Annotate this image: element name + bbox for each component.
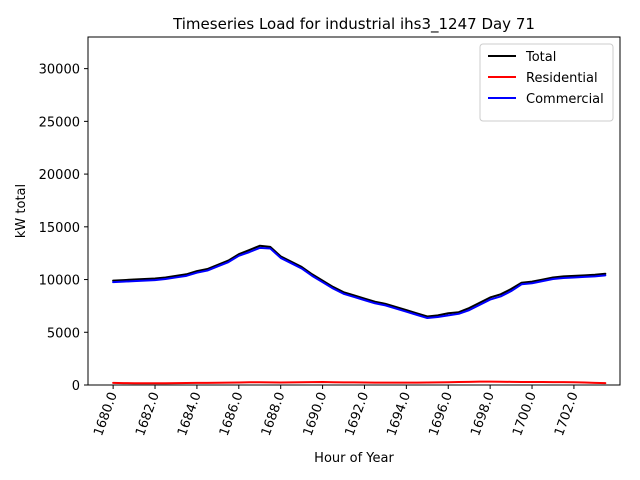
series-line-commercial [112,246,607,320]
y-tick-label: 10000 [39,274,80,289]
series-line-total [112,244,607,318]
legend-label-commercial: Commercial [526,92,604,107]
legend-label-total: Total [525,50,556,65]
y-tick-label: 20000 [39,168,80,183]
series-line-residential [112,380,607,385]
y-tick-label: 5000 [47,326,80,341]
axes-frame [87,36,621,386]
y-tick-label: 25000 [39,115,80,130]
y-tick-label: 15000 [39,221,80,236]
y-axis-ticks: 0 5000 10000 15000 20000 25000 30000 [39,63,88,394]
x-axis-label: Hour of Year [314,451,394,466]
legend-box [479,43,614,122]
y-tick-label: 30000 [39,63,80,78]
legend-label-residential: Residential [526,71,598,86]
legend: Total Residential Commercial [479,43,614,122]
y-tick-label: 0 [72,379,80,394]
chart-title: Timeseries Load for industrial ihs3_1247… [172,15,535,34]
y-axis-label: kW total [14,184,29,238]
legend-entries: Total Residential Commercial [488,50,604,107]
plot-lines [112,244,607,385]
